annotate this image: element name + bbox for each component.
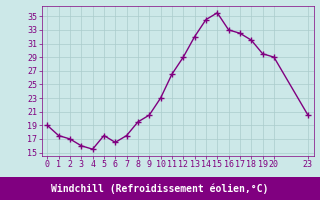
Text: Windchill (Refroidissement éolien,°C): Windchill (Refroidissement éolien,°C) [51,183,269,194]
